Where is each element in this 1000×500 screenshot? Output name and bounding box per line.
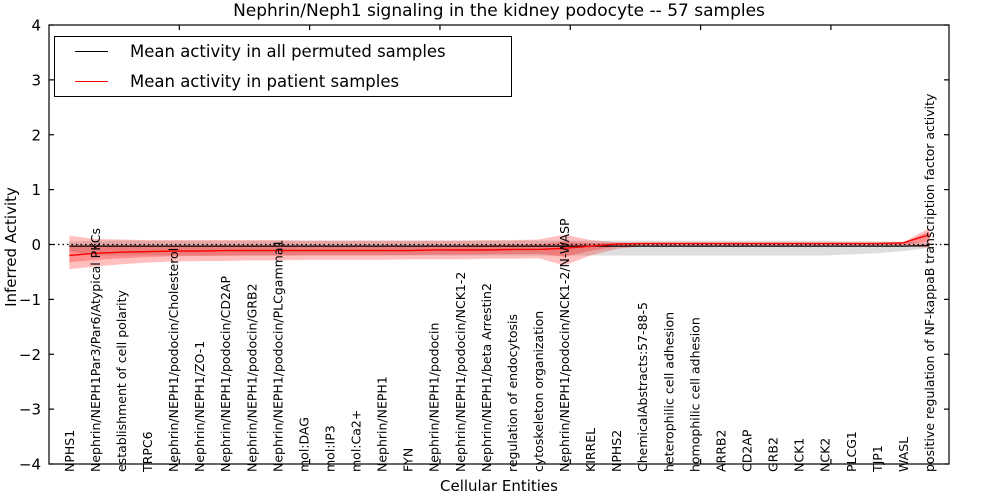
y-tick-label: −2 — [19, 346, 41, 364]
x-category-label: GRB2 — [766, 437, 781, 472]
x-axis-title: Cellular Entities — [440, 477, 558, 495]
x-category-label: homophilic cell adhesion — [687, 317, 702, 472]
y-tick-label: 2 — [31, 126, 41, 144]
y-tick-label: −1 — [19, 291, 41, 309]
x-category-label: heterophilic cell adhesion — [661, 312, 676, 472]
x-category-label: Nephrin/NEPH1/podocin/NCK1-2 — [453, 272, 468, 472]
x-category-label: establishment of cell polarity — [114, 290, 129, 472]
chart-title: Nephrin/Neph1 signaling in the kidney po… — [233, 1, 765, 21]
y-axis-title: Inferred Activity — [2, 187, 20, 307]
legend-label-patient: Mean activity in patient samples — [130, 72, 400, 91]
x-category-label: Nephrin/NEPH1Par3/Par6/Atypical PKCs — [88, 228, 103, 472]
x-category-label: ChemicalAbstracts:57-88-5 — [635, 302, 650, 472]
x-category-label: NPHS1 — [62, 430, 77, 472]
x-category-label: Nephrin/NEPH1/podocin/CD2AP — [218, 276, 233, 472]
patient-band — [69, 228, 930, 270]
x-category-label: mol:DAG — [296, 417, 311, 472]
permuted-mean-line — [69, 244, 930, 247]
x-category-label: TJP1 — [870, 445, 885, 473]
x-category-label: CD2AP — [740, 429, 755, 472]
x-category-label: Nephrin/NEPH1/podocin/PLCgamma1 — [270, 240, 285, 472]
patient-mean-line — [69, 233, 930, 257]
y-tick-label: 3 — [31, 71, 41, 89]
patient-band — [69, 231, 930, 263]
y-tick-label: 1 — [31, 181, 41, 199]
y-tick-label: 0 — [31, 236, 41, 254]
y-tick-label: −4 — [19, 456, 41, 474]
legend-label-permuted: Mean activity in all permuted samples — [130, 42, 446, 61]
x-category-label: Nephrin/NEPH1/podocin/NCK1-2/N-WASP — [557, 218, 572, 472]
x-category-label: Nephrin/NEPH1/ZO-1 — [192, 341, 207, 472]
legend-entry-permuted: Mean activity in all permuted samples — [55, 39, 511, 65]
x-category-label: NCK1 — [792, 438, 807, 472]
x-category-label: Nephrin/NEPH1/podocin — [427, 323, 442, 472]
x-category-label: NCK2 — [818, 438, 833, 472]
y-tick-label: −3 — [19, 401, 41, 419]
x-category-label: TRPC6 — [140, 431, 155, 473]
x-category-label: PLCG1 — [844, 431, 859, 472]
x-category-label: ARRB2 — [713, 430, 728, 472]
x-category-label: Nephrin/NEPH1/podocin/GRB2 — [244, 283, 259, 472]
x-category-label: cytoskeleton organization — [531, 311, 546, 472]
x-category-label: FYN — [401, 448, 416, 472]
x-category-label: Nephrin/NEPH1 — [375, 376, 390, 472]
x-category-label: WASL — [896, 437, 911, 472]
patient-line-sample — [75, 81, 108, 82]
x-category-label: mol:IP3 — [322, 425, 337, 472]
y-tick-label: 4 — [31, 17, 41, 35]
x-category-label: KIRREL — [583, 428, 598, 472]
x-category-label: NPHS2 — [609, 430, 624, 472]
legend-entry-patient: Mean activity in patient samples — [55, 69, 511, 95]
x-category-label: regulation of endocytosis — [505, 314, 520, 472]
permuted-line-sample — [75, 51, 108, 52]
legend-box: Mean activity in all permuted samples Me… — [54, 36, 512, 97]
x-category-label: Nephrin/NEPH1/beta Arrestin2 — [479, 283, 494, 472]
x-category-label: Nephrin/NEPH1/podocin/Cholesterol — [166, 248, 181, 472]
x-category-label: mol:Ca2+ — [349, 410, 364, 472]
x-category-label: positive regulation of NF-kappaB transcr… — [922, 93, 937, 472]
